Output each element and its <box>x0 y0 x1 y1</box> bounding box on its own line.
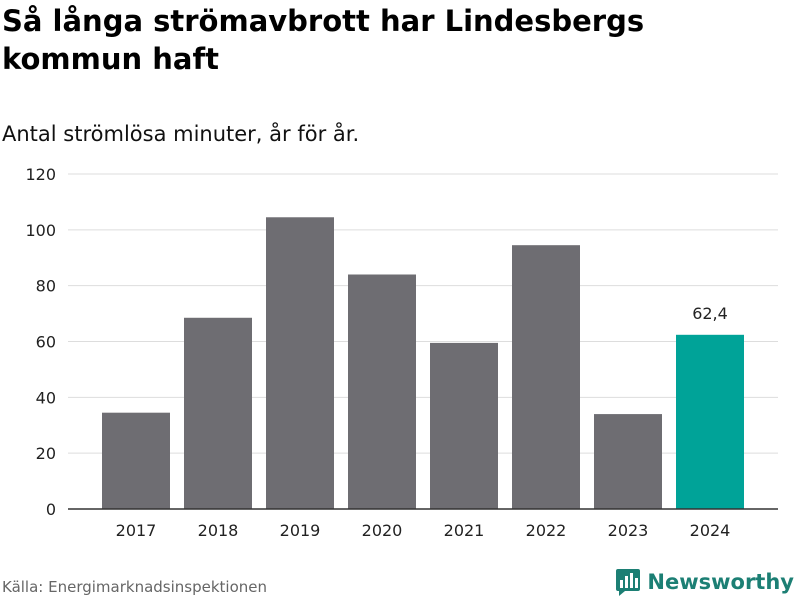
brand-logo: Newsworthy <box>615 568 794 596</box>
bar-2023 <box>594 414 662 509</box>
x-tick-label: 2017 <box>116 521 157 540</box>
bar-2017 <box>102 412 170 509</box>
x-tick-label: 2018 <box>198 521 239 540</box>
y-tick-label: 0 <box>46 500 56 519</box>
x-tick-label: 2020 <box>362 521 403 540</box>
bar-2021 <box>430 342 498 509</box>
bar-2018 <box>184 317 252 509</box>
x-tick-label: 2019 <box>280 521 321 540</box>
newsworthy-logo-icon <box>616 569 641 596</box>
bar-chart: 0 20 40 60 80 100 120 2017 2018 2019 2020 2021 2022 2… <box>25 165 778 540</box>
y-tick-label: 40 <box>36 388 56 407</box>
bar-2022 <box>512 245 580 509</box>
data-label: 62,4 <box>692 304 728 323</box>
bar-2020 <box>348 274 416 509</box>
chart-subtitle: Antal strömlösa minuter, år för år. <box>2 122 360 146</box>
y-tick-label: 20 <box>36 444 56 463</box>
y-tick-label: 80 <box>36 277 56 296</box>
y-tick-label: 60 <box>36 333 56 352</box>
chart-title: Så långa strömavbrott har Lindesbergs ko… <box>2 4 645 76</box>
y-tick-label: 120 <box>25 165 56 184</box>
y-tick-label: 100 <box>25 221 56 240</box>
x-tick-label: 2022 <box>526 521 567 540</box>
bar-2019 <box>266 217 334 510</box>
x-tick-label: 2021 <box>444 521 485 540</box>
x-tick-label: 2024 <box>690 521 731 540</box>
x-tick-label: 2023 <box>608 521 649 540</box>
brand-name: Newsworthy <box>647 570 794 594</box>
bar-2024 <box>676 334 744 509</box>
source-note: Källa: Energimarknadsinspektionen <box>2 578 268 596</box>
